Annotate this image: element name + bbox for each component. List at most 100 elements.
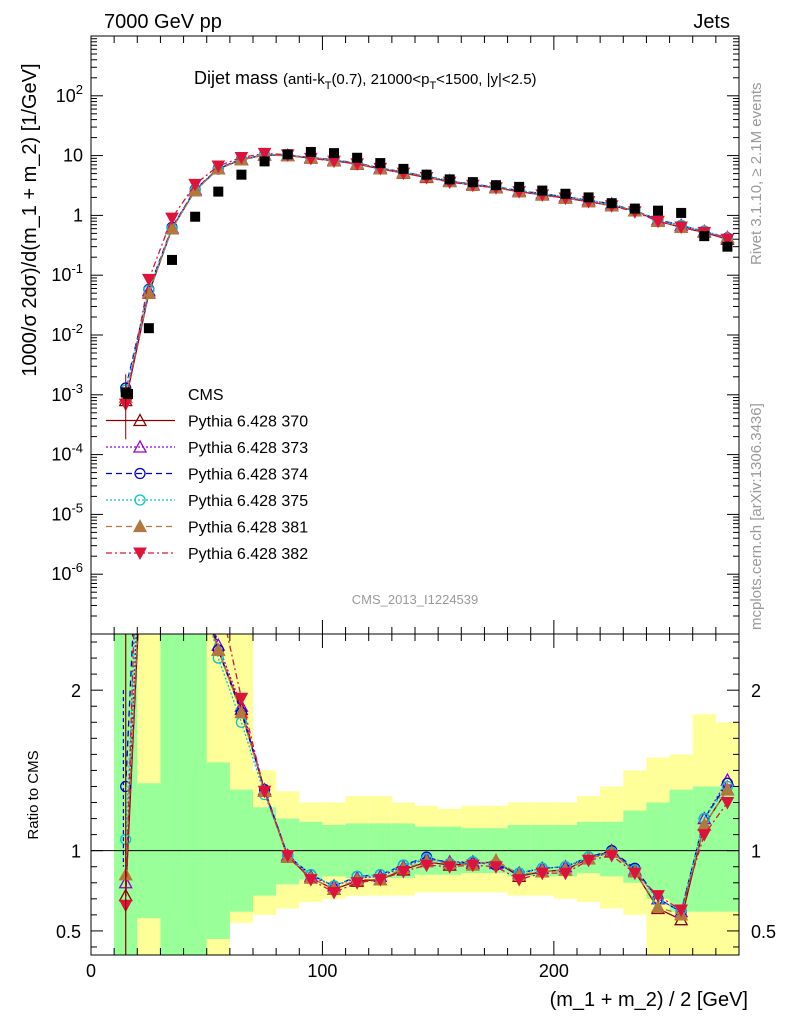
series-marker	[165, 212, 179, 226]
ratio-marker	[581, 854, 596, 868]
data-point	[467, 177, 478, 188]
data-point	[167, 254, 177, 265]
legend-label: Pythia 6.428 370	[188, 414, 308, 431]
ratio-marker	[234, 705, 249, 719]
ratio-marker	[442, 861, 457, 874]
ratio-marker	[489, 861, 503, 874]
ratio-marker	[604, 849, 619, 863]
ratio-marker	[720, 782, 735, 796]
ratio-marker	[466, 859, 480, 873]
ratio-marker	[512, 874, 526, 887]
ratio-y-axis-title: Ratio to CMS	[25, 750, 42, 839]
legend-label: Pythia 6.428 382	[188, 546, 308, 563]
series-marker	[674, 221, 688, 235]
data-point	[560, 188, 571, 199]
data-point	[352, 152, 363, 163]
data-point	[606, 198, 617, 209]
legend-label: Pythia 6.428 375	[188, 493, 308, 510]
ratio-marker	[650, 899, 666, 913]
data-point	[653, 205, 663, 216]
series-line	[125, 152, 728, 405]
ratio-y-tick-label: 0.5	[56, 922, 81, 942]
ratio-marker	[674, 904, 688, 918]
ratio-marker	[720, 797, 735, 810]
data-point	[583, 192, 594, 203]
data-point	[444, 174, 455, 185]
x-tick-label: 100	[307, 961, 337, 981]
main-title: Dijet mass (anti-kT(0.7), 21000<pT<1500, …	[194, 68, 537, 92]
legend-label: Pythia 6.428 374	[188, 467, 308, 484]
legend-marker	[132, 413, 148, 427]
data-point	[514, 181, 525, 192]
data-point	[190, 211, 201, 222]
legend: CMS Pythia 6.428 370 Pythia 6.428 373 Pythi…	[106, 387, 308, 563]
y-tick-label: 10-6	[51, 560, 83, 584]
main-title-text: Dijet mass	[194, 68, 278, 88]
ratio-y-tick-label: 2	[71, 681, 81, 701]
data-point	[537, 185, 548, 196]
ratio-marker	[350, 877, 364, 890]
legend-marker	[134, 494, 146, 506]
ratio-y-tick-label: 2	[751, 681, 761, 701]
y-tick-label: 102	[56, 82, 83, 106]
legend-marker-data	[123, 389, 133, 399]
data-point	[722, 241, 733, 252]
x-axis-title: (m_1 + m_2) / 2 [GeV]	[550, 989, 748, 1011]
y-tick-label: 10	[63, 146, 83, 166]
y-tick-label: 1	[73, 205, 83, 225]
uncertainty-band-inner	[253, 807, 277, 896]
ratio-marker	[628, 867, 642, 881]
data-point	[421, 169, 432, 180]
uncertainty-band-inner	[692, 786, 716, 912]
analysis-category-label: Jets	[693, 11, 730, 33]
ratio-marker	[234, 692, 249, 706]
data-point	[676, 207, 687, 218]
data-point	[629, 203, 640, 214]
y-tick-label: 10-5	[51, 500, 83, 524]
series-marker	[257, 147, 272, 161]
legend-marker	[132, 439, 148, 453]
data-point	[491, 180, 501, 191]
uncertainty-band-inner	[183, 634, 207, 955]
ratio-y-tick-label: 1	[71, 842, 81, 862]
series-marker	[188, 178, 202, 192]
series-marker	[234, 151, 249, 165]
legend-label: Pythia 6.428 373	[188, 440, 308, 457]
ratio-marker	[280, 849, 295, 863]
legend-marker	[132, 519, 148, 533]
ratio-y-tick-label: 1	[751, 842, 761, 862]
series-marker	[720, 233, 735, 247]
mcplots-label: mcplots.cern.ch [arXiv:1306.3436]	[748, 403, 765, 630]
ratio-marker	[257, 785, 272, 799]
ratio-marker	[304, 874, 318, 887]
legend-marker	[133, 547, 147, 561]
ratio-marker	[396, 866, 411, 879]
series-marker	[211, 160, 226, 174]
ratio-marker	[697, 829, 712, 842]
ratio-marker	[651, 890, 665, 903]
data-point	[305, 146, 316, 157]
ratio-marker	[327, 886, 341, 900]
ratio-panel: 0.5 0.5 1 1 2 2 0 100 200	[56, 633, 776, 981]
legend-marker	[134, 467, 146, 480]
data-point	[236, 169, 247, 180]
y-tick-label: 10-1	[51, 261, 83, 285]
ratio-marker	[558, 867, 573, 881]
series-marker	[164, 221, 180, 235]
data-point	[329, 148, 339, 159]
series-marker	[651, 215, 665, 229]
data-point	[213, 186, 224, 197]
ratio-marker	[211, 642, 226, 656]
data-point	[699, 231, 710, 242]
data-point	[375, 158, 386, 169]
data-point	[398, 163, 409, 174]
legend-label: Pythia 6.428 381	[188, 520, 308, 537]
ratio-y-tick-label: 0.5	[751, 922, 776, 942]
data-point	[143, 323, 154, 334]
main-panel: 10-6 10-5 10-4 10-3 10-2 10-1 1 10 102 Dijet mas…	[51, 35, 740, 635]
x-tick-label: 0	[86, 961, 96, 981]
main-panel-frame	[90, 35, 740, 635]
ratio-marker	[373, 874, 388, 887]
legend-label: CMS	[188, 387, 224, 404]
